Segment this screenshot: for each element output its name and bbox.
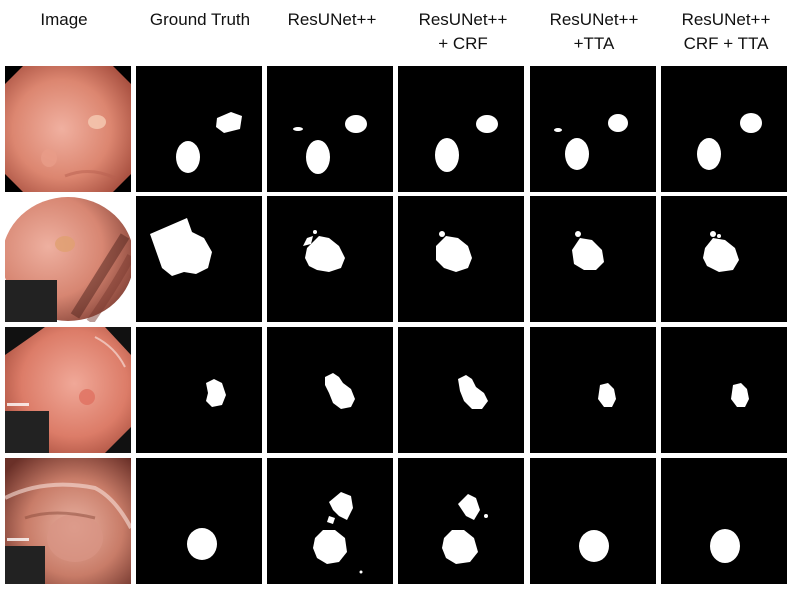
row3-ground-truth-mask (136, 327, 262, 453)
row3-resunet-tta-mask (530, 327, 656, 453)
header-ground-truth-line1: Ground Truth (134, 8, 266, 32)
header-image-line1: Image (0, 8, 128, 32)
header-resunet-crf-line1: ResUNet++ (397, 8, 529, 32)
row2-resunet-tta-mask (530, 196, 656, 322)
row4-resunet-crf-tta-mask (661, 458, 787, 584)
row4-resunet-tta-mask (530, 458, 656, 584)
header-resunet: ResUNet++ (266, 8, 398, 32)
header-resunet-tta-line1: ResUNet++ (528, 8, 660, 32)
header-resunet-crf-line2: + CRF (397, 32, 529, 56)
header-resunet-crf-tta: ResUNet++ CRF + TTA (660, 8, 792, 56)
row3-resunet-crf-tta-mask (661, 327, 787, 453)
header-resunet-crf: ResUNet++ + CRF (397, 8, 529, 56)
header-ground-truth: Ground Truth (134, 8, 266, 32)
row1-resunet-mask (267, 66, 393, 192)
header-image: Image (0, 8, 128, 32)
row4-resunet-crf-mask (398, 458, 524, 584)
row2-ground-truth-mask (136, 196, 262, 322)
row2-resunet-crf-tta-mask (661, 196, 787, 322)
row4-endoscopy-image (5, 458, 131, 584)
row2-resunet-crf-mask (398, 196, 524, 322)
row1-resunet-tta-mask (530, 66, 656, 192)
row1-resunet-crf-tta-mask (661, 66, 787, 192)
row1-endoscopy-image (5, 66, 131, 192)
row4-resunet-mask (267, 458, 393, 584)
row3-resunet-mask (267, 327, 393, 453)
header-resunet-line1: ResUNet++ (266, 8, 398, 32)
row3-resunet-crf-mask (398, 327, 524, 453)
header-resunet-tta: ResUNet++ +TTA (528, 8, 660, 56)
row1-ground-truth-mask (136, 66, 262, 192)
row4-ground-truth-mask (136, 458, 262, 584)
row3-endoscopy-image (5, 327, 131, 453)
header-resunet-crf-tta-line1: ResUNet++ (660, 8, 792, 32)
row2-endoscopy-image (5, 196, 131, 322)
header-resunet-tta-line2: +TTA (528, 32, 660, 56)
row1-resunet-crf-mask (398, 66, 524, 192)
header-resunet-crf-tta-line2: CRF + TTA (660, 32, 792, 56)
row2-resunet-mask (267, 196, 393, 322)
